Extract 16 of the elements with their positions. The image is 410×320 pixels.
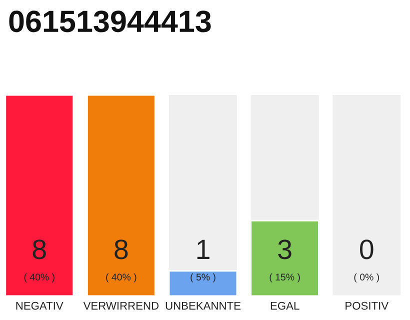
data-label: 8 (114, 240, 128, 260)
data-label: 1 (197, 240, 210, 259)
data-label: 0 (360, 240, 374, 260)
x-tick-label: POSITIV (346, 302, 389, 310)
annotation: ( 15% ) (270, 273, 300, 282)
annotation: ( 5% ) (190, 273, 216, 282)
data-label: 3 (278, 240, 292, 260)
x-tick-label: UNBEKANNTE (166, 302, 240, 310)
x-tick-label: EGAL (270, 302, 300, 310)
chart-title: 061513944413 (9, 10, 211, 32)
annotation: ( 40% ) (106, 273, 136, 282)
x-tick-label: NEGATIV (16, 302, 64, 310)
data-label: 8 (32, 240, 46, 260)
annotation: ( 0% ) (354, 273, 379, 282)
x-tick-label: VERWIRREND (83, 302, 159, 310)
annotation: ( 40% ) (24, 273, 54, 282)
